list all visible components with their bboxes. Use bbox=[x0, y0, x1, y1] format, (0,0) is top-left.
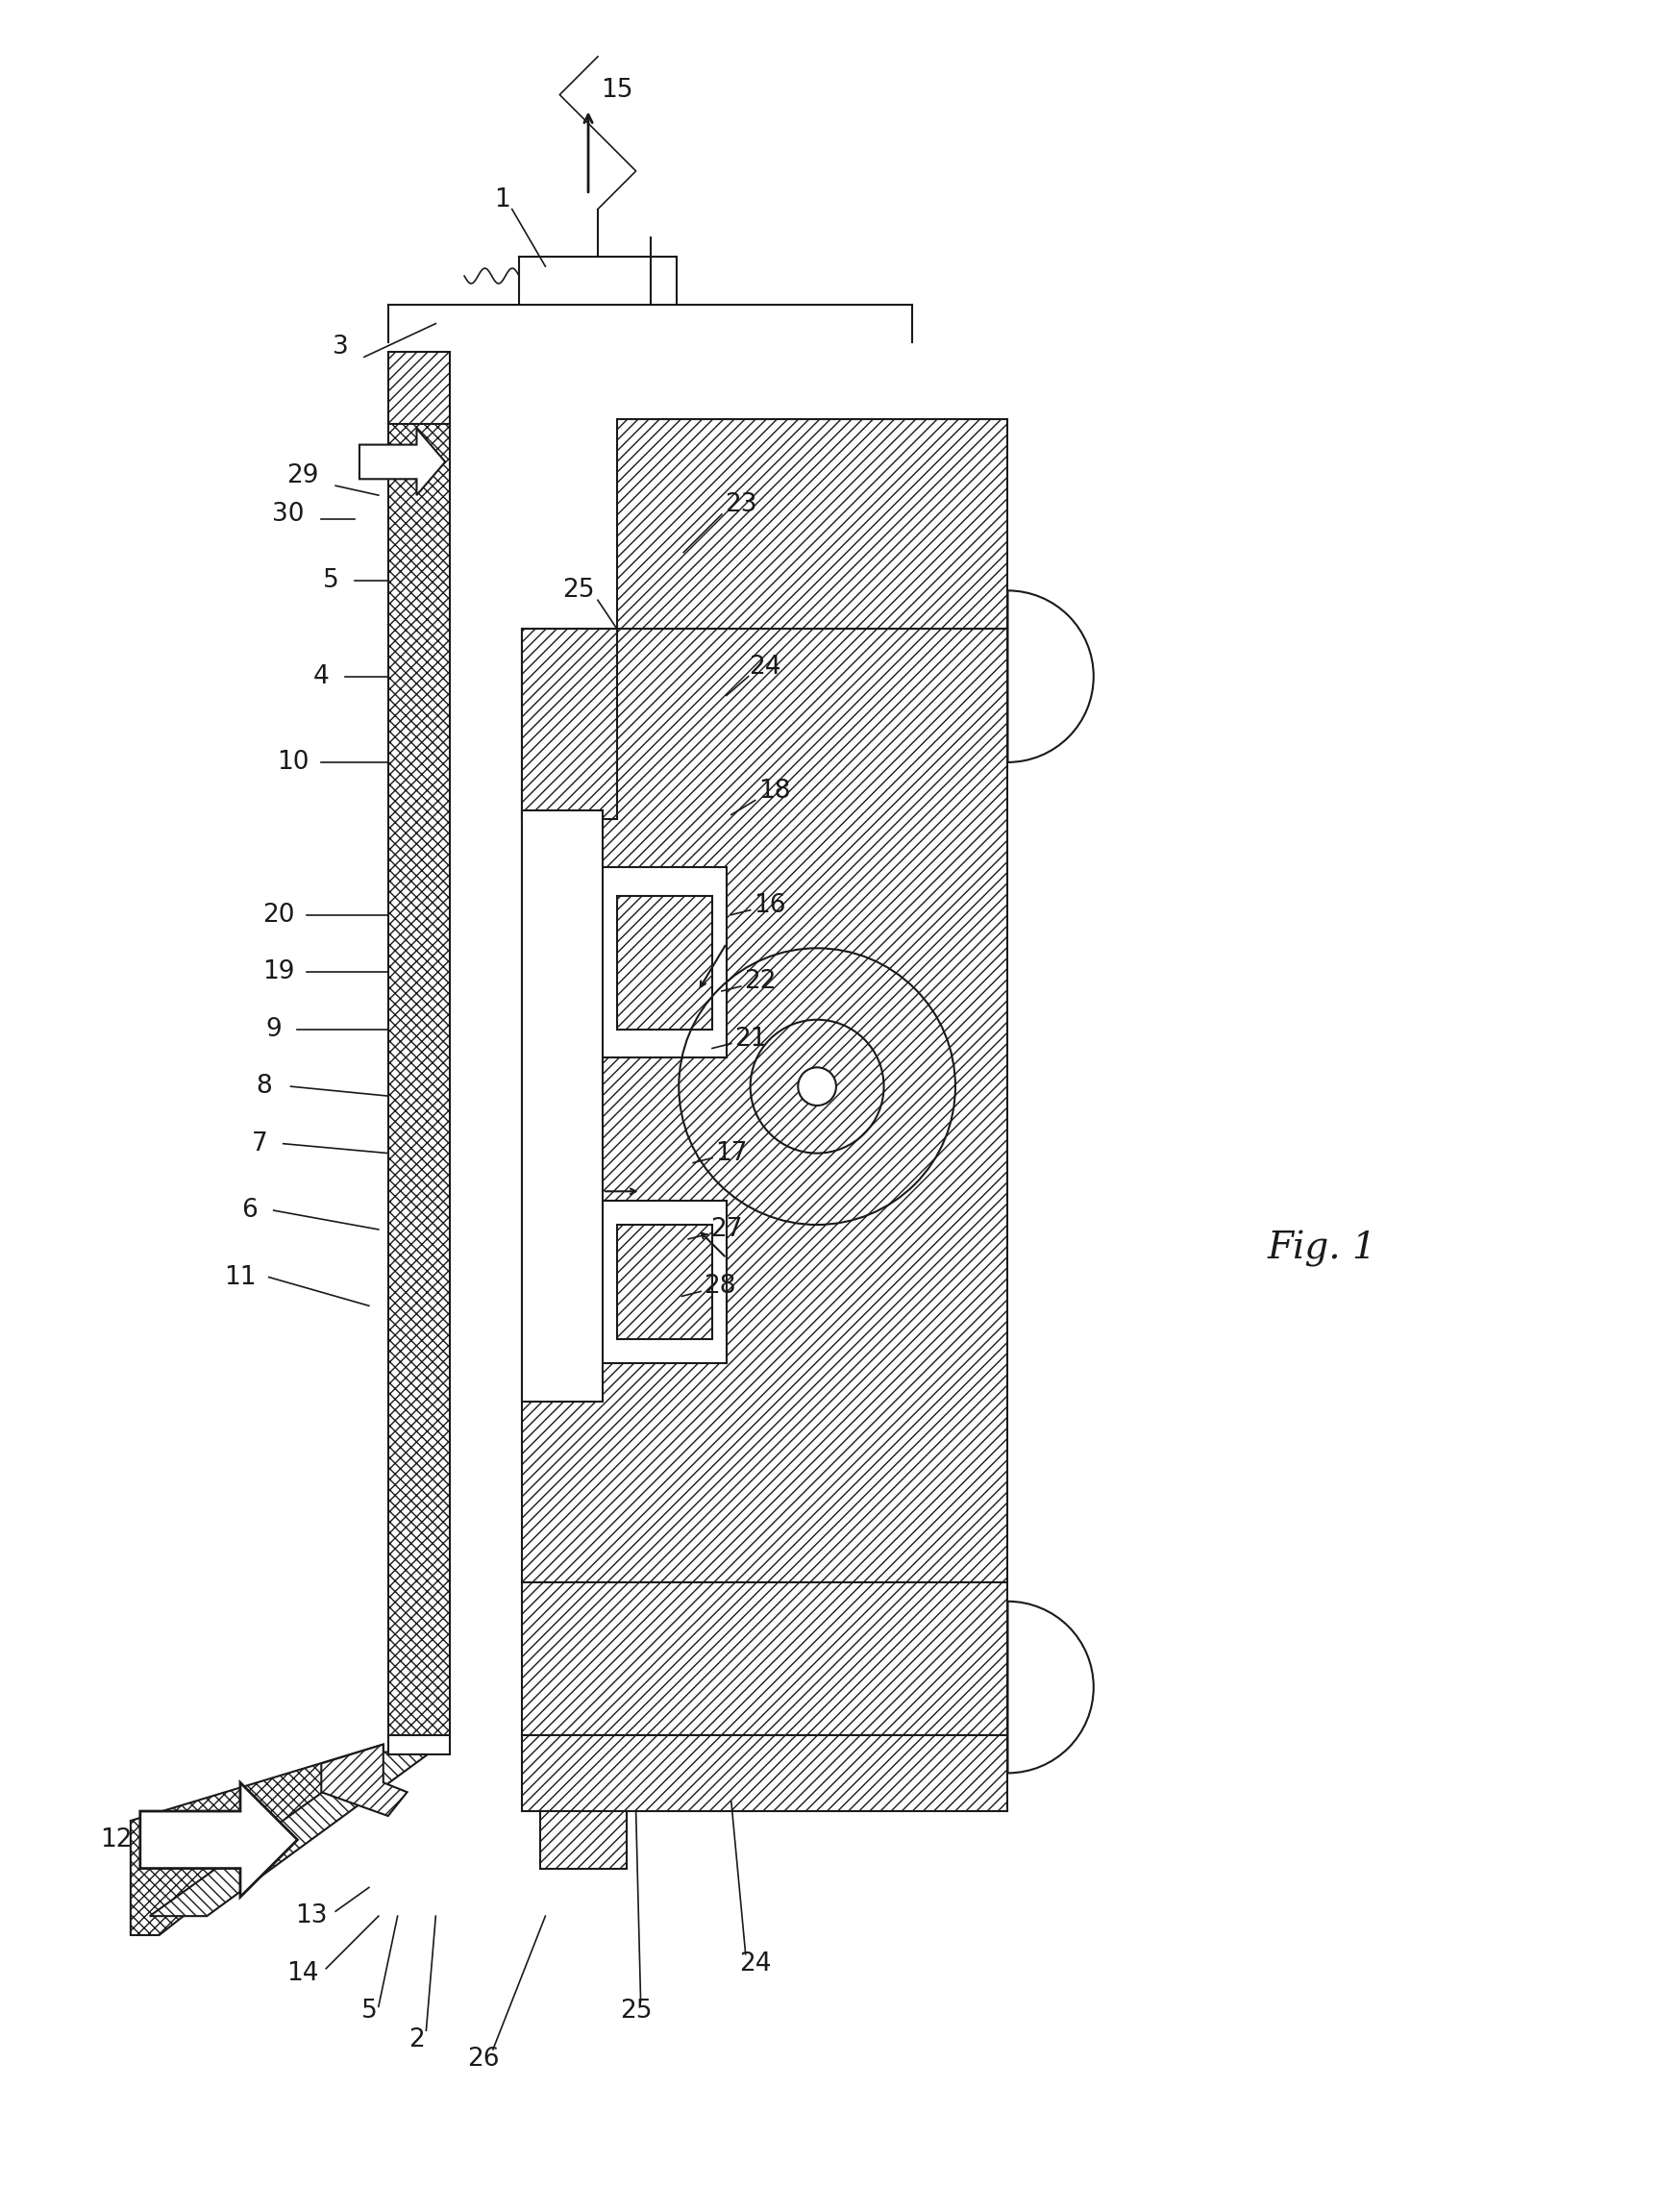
Text: 13: 13 bbox=[295, 1905, 328, 1929]
Text: 11: 11 bbox=[224, 1265, 257, 1290]
Text: Fig. 1: Fig. 1 bbox=[1268, 1230, 1378, 1267]
Bar bbox=[602, 867, 726, 1057]
Bar bbox=[388, 1734, 449, 1754]
Bar bbox=[522, 628, 1008, 1582]
Text: 20: 20 bbox=[262, 902, 295, 927]
Text: 16: 16 bbox=[753, 894, 786, 918]
Text: 29: 29 bbox=[287, 465, 318, 489]
Text: 8: 8 bbox=[255, 1075, 272, 1099]
Text: 23: 23 bbox=[725, 493, 758, 518]
Polygon shape bbox=[360, 429, 446, 495]
Text: 1: 1 bbox=[494, 188, 511, 212]
Text: 25: 25 bbox=[562, 577, 595, 604]
Bar bbox=[522, 1734, 1008, 1812]
Text: 12: 12 bbox=[99, 1827, 133, 1851]
Polygon shape bbox=[141, 1783, 297, 1898]
Wedge shape bbox=[1008, 1601, 1094, 1774]
Bar bbox=[388, 352, 449, 425]
Text: 2: 2 bbox=[408, 2028, 424, 2053]
Text: 24: 24 bbox=[748, 655, 781, 679]
Bar bbox=[541, 1745, 627, 1869]
Polygon shape bbox=[149, 1752, 431, 1916]
Text: 18: 18 bbox=[758, 779, 791, 803]
Text: 10: 10 bbox=[277, 750, 308, 774]
Bar bbox=[522, 810, 602, 1400]
Text: 24: 24 bbox=[739, 1951, 771, 1975]
Text: 30: 30 bbox=[272, 502, 303, 526]
Polygon shape bbox=[131, 1745, 383, 1936]
Text: 22: 22 bbox=[744, 969, 776, 993]
Text: 25: 25 bbox=[620, 2000, 652, 2024]
Text: 4: 4 bbox=[313, 664, 330, 688]
Text: 17: 17 bbox=[715, 1141, 748, 1166]
Wedge shape bbox=[1008, 591, 1094, 763]
Text: 9: 9 bbox=[265, 1018, 282, 1042]
Bar bbox=[602, 1201, 726, 1363]
Bar bbox=[522, 1582, 1008, 1734]
Text: 26: 26 bbox=[468, 2046, 499, 2073]
Text: 28: 28 bbox=[703, 1274, 736, 1298]
Text: 27: 27 bbox=[710, 1217, 743, 1241]
Text: 21: 21 bbox=[734, 1026, 766, 1051]
Bar bbox=[522, 628, 617, 818]
Polygon shape bbox=[322, 1745, 408, 1816]
Text: 3: 3 bbox=[332, 334, 348, 361]
Circle shape bbox=[797, 1068, 836, 1106]
Bar bbox=[617, 1225, 713, 1338]
Bar bbox=[388, 418, 449, 1745]
Text: 6: 6 bbox=[242, 1199, 259, 1223]
Text: 5: 5 bbox=[323, 568, 338, 593]
Text: 14: 14 bbox=[287, 1960, 318, 1986]
Text: 15: 15 bbox=[600, 77, 633, 102]
Text: 19: 19 bbox=[262, 960, 295, 984]
Bar bbox=[617, 418, 1008, 628]
Text: 5: 5 bbox=[361, 2000, 376, 2024]
Text: 7: 7 bbox=[252, 1130, 267, 1157]
Bar bbox=[617, 896, 713, 1029]
